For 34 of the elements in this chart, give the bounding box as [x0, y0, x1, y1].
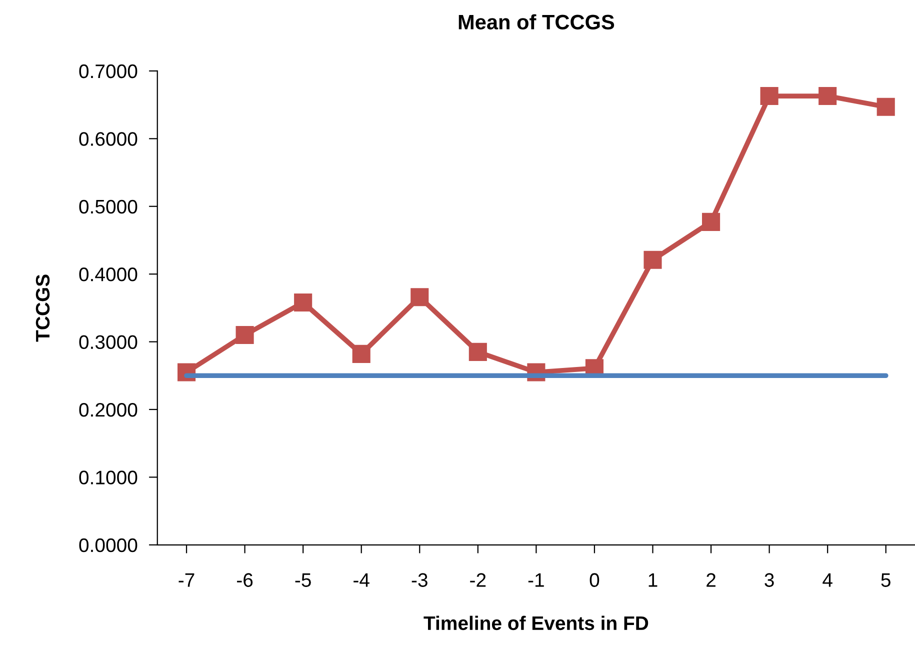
y-tick-label: 0.6000: [79, 132, 138, 146]
point: [876, 98, 895, 116]
x-axis-title: Timeline of Events in FD: [424, 616, 648, 630]
point: [352, 344, 370, 363]
point: [468, 342, 487, 361]
y-tick-label: 0.4000: [79, 268, 138, 282]
x-tick-label: -6: [237, 573, 253, 587]
x-tick-label: -5: [295, 573, 311, 587]
point: [294, 293, 312, 312]
y-tick-label: 0.5000: [79, 200, 138, 214]
x-tick-label: -2: [470, 573, 486, 587]
x-tick-label: -4: [354, 573, 370, 587]
y-axis-title: TCCGS: [36, 274, 50, 342]
x-tick-label: 4: [822, 573, 832, 587]
point: [410, 288, 429, 306]
point: [818, 86, 837, 106]
y-tick-label: 0.2000: [79, 402, 138, 417]
chart-title: Mean of TCCGS: [458, 14, 614, 30]
x-tick-label: -3: [412, 573, 428, 587]
x-tick-label: -1: [528, 573, 544, 587]
point: [236, 326, 254, 344]
x-tick-label: -7: [178, 573, 194, 587]
x-tick-label: 5: [881, 573, 890, 587]
point: [760, 86, 778, 106]
y-tick-label: 0.3000: [79, 335, 138, 350]
x-tick-label: 0: [590, 573, 600, 587]
x-tick-label: 3: [764, 573, 774, 587]
y-tick-label: 0.0000: [79, 538, 138, 552]
point: [702, 212, 720, 231]
point: [644, 250, 662, 269]
y-tick-label: 0.1000: [79, 470, 138, 484]
x-tick-label: 2: [706, 573, 716, 587]
x-tick-label: 1: [648, 573, 658, 587]
y-tick-label: 0.7000: [79, 64, 138, 78]
